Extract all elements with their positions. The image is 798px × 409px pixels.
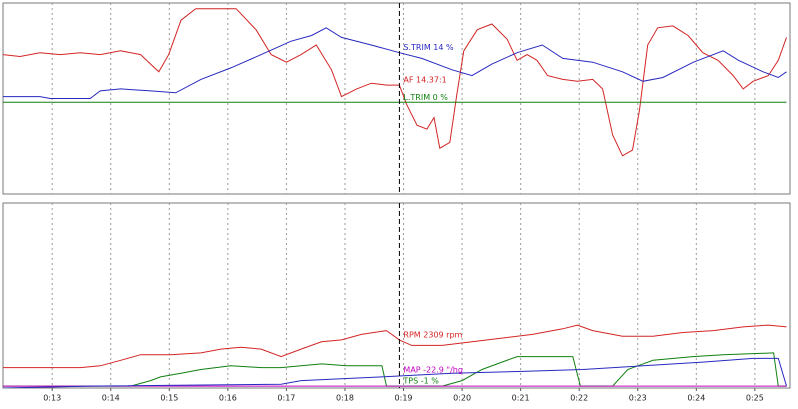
x-tick-label: 0:21 (512, 394, 530, 403)
series-line (3, 8, 787, 157)
x-tick-label: 0:15 (160, 394, 178, 403)
x-tick-label: 0:14 (102, 394, 120, 403)
series-line (3, 27, 787, 99)
series-line (3, 324, 787, 369)
series-label: AF 14.37:1 (403, 76, 446, 85)
series-label: MAP -22.9 "/hg (403, 366, 463, 375)
x-tick-label: 0:22 (570, 394, 588, 403)
x-tick-label: 0:16 (219, 394, 237, 403)
bottom-panel (2, 202, 791, 389)
x-tick-label: 0:20 (453, 394, 471, 403)
plot-area (3, 324, 787, 388)
x-tick-label: 0:18 (336, 394, 354, 403)
series-line (3, 357, 787, 388)
x-tick-label: 0:25 (746, 394, 764, 403)
x-tick-label: 0:17 (277, 394, 295, 403)
series-label: RPM 2309 rpm (403, 330, 462, 339)
plot-area (3, 8, 787, 157)
series-label: L.TRIM 0 % (403, 93, 448, 102)
series-label: S.TRIM 14 % (403, 43, 454, 52)
x-tick-label: 0:24 (687, 394, 705, 403)
x-tick-label: 0:19 (395, 394, 413, 403)
series-label: TPS -1 % (402, 377, 439, 386)
top-panel (2, 2, 791, 195)
x-tick-label: 0:23 (629, 394, 647, 403)
x-tick-label: 0:13 (43, 394, 61, 403)
